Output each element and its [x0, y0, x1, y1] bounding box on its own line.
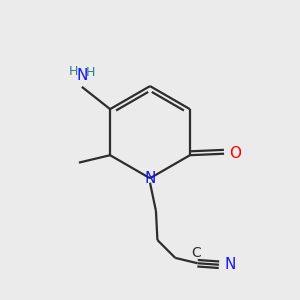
Text: H: H — [85, 65, 95, 79]
Text: C: C — [191, 246, 201, 260]
Text: N: N — [224, 257, 236, 272]
Text: N: N — [76, 68, 88, 83]
Text: H: H — [69, 65, 78, 78]
Text: N: N — [144, 171, 156, 186]
Text: O: O — [229, 146, 241, 161]
